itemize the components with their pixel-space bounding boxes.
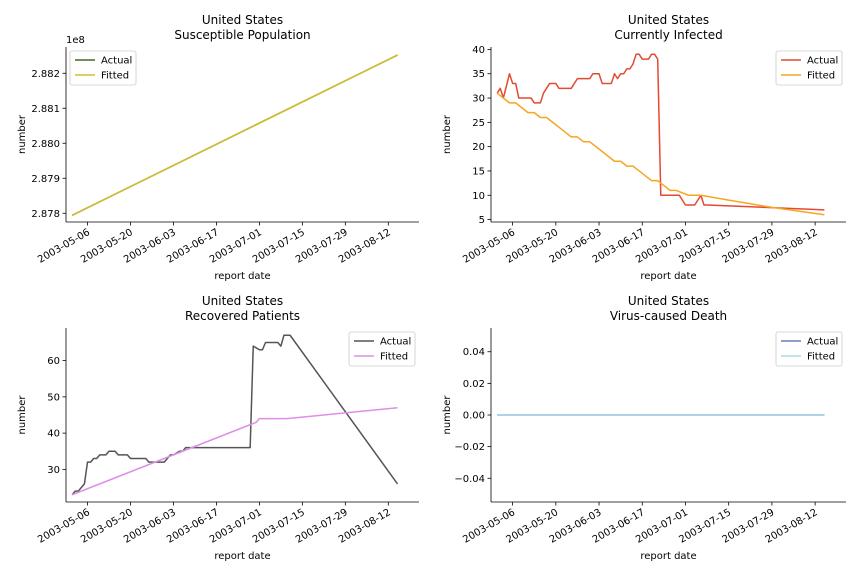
chart-title: United States	[202, 13, 283, 27]
y-tick-label: 50	[47, 392, 60, 403]
y-tick-label: 2.879	[31, 174, 60, 185]
legend-entry: Actual	[807, 337, 838, 348]
x-axis-label: report date	[214, 551, 270, 562]
y-offset-label: 1e8	[66, 35, 85, 46]
y-tick-label: 2.880	[31, 139, 60, 150]
legend-entry: Fitted	[380, 352, 408, 363]
y-tick-label: 30	[47, 465, 60, 476]
y-tick-label: 40	[472, 45, 485, 56]
y-tick-label: 35	[472, 69, 485, 80]
series-line-actual	[496, 53, 825, 211]
y-tick-label: 10	[472, 191, 485, 202]
y-tick-label: 25	[472, 118, 485, 129]
chart-subtitle: Virus-caused Death	[610, 309, 727, 323]
legend: Actual Fitted	[775, 331, 843, 367]
series-line-fitted	[496, 92, 825, 216]
x-axis-label: report date	[214, 271, 270, 282]
legend-entry: Actual	[101, 56, 132, 67]
y-tick-label: 0.04	[463, 347, 485, 358]
y-tick-label: 30	[472, 94, 485, 105]
series-line-fitted	[71, 407, 398, 496]
y-axis-label: number	[442, 114, 453, 154]
chart-title: United States	[628, 13, 709, 27]
chart-subtitle: Susceptible Population	[174, 28, 310, 42]
series-line-fitted	[71, 54, 398, 217]
x-axis-label: report date	[640, 551, 696, 562]
y-tick-label: 0.00	[463, 411, 485, 422]
chart-title: United States	[202, 294, 283, 308]
y-tick-label: 15	[472, 166, 485, 177]
legend-entry: Fitted	[807, 352, 835, 363]
y-tick-label: 20	[472, 142, 485, 153]
y-tick-label: 2.878	[31, 209, 60, 220]
chart-subtitle: Currently Infected	[614, 28, 722, 42]
y-tick-label: −0.04	[454, 474, 485, 485]
y-tick-label: 40	[47, 429, 60, 440]
y-axis-label: number	[17, 114, 28, 154]
chart-subtitle: Recovered Patients	[185, 309, 300, 323]
y-tick-label: 2.881	[31, 104, 60, 115]
legend: Actual Fitted	[775, 50, 843, 86]
y-tick-label: 60	[47, 356, 60, 367]
y-tick-label: −0.02	[454, 442, 485, 453]
legend-entry: Actual	[807, 56, 838, 67]
legend-entry: Actual	[380, 337, 411, 348]
y-axis-label: number	[17, 395, 28, 435]
y-tick-label: 2.882	[31, 69, 60, 80]
y-tick-label: 0.02	[463, 379, 485, 390]
legend-entry: Fitted	[807, 71, 835, 82]
legend-entry: Fitted	[101, 71, 129, 82]
legend: Actual Fitted	[348, 331, 416, 367]
legend: Actual Fitted	[69, 50, 137, 86]
x-axis-label: report date	[640, 271, 696, 282]
y-tick-label: 5	[479, 215, 485, 226]
chart-title: United States	[628, 294, 709, 308]
series-line-actual	[71, 334, 399, 496]
y-axis-label: number	[442, 395, 453, 435]
